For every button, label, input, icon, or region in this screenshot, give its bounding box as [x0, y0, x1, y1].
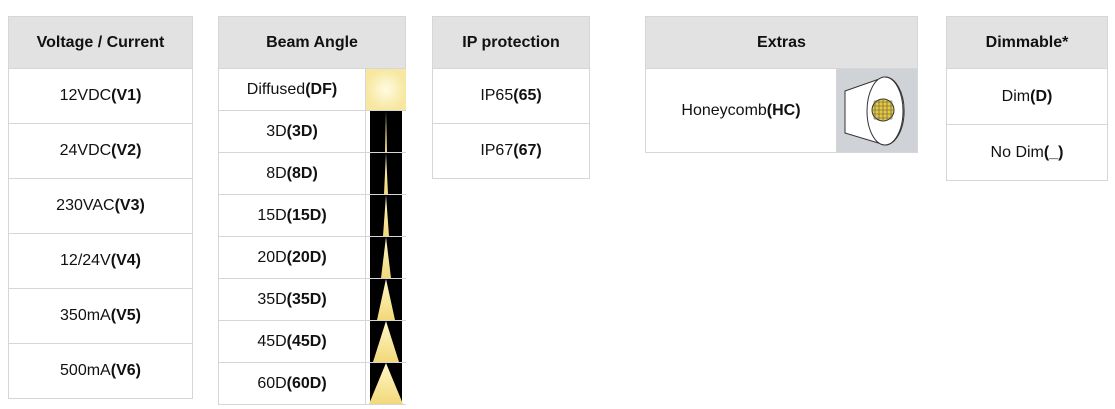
beam-icon — [366, 153, 406, 195]
option-code: (20D) — [286, 248, 327, 266]
option-code: (65) — [513, 87, 542, 104]
option-label: 35D — [257, 290, 287, 308]
option-cell: Dim (D) — [946, 69, 1108, 125]
option-cell: Honeycomb (HC) — [645, 69, 837, 153]
option-label: Diffused — [246, 80, 306, 98]
beam-icon — [366, 111, 406, 153]
option-cell: IP67 (67) — [432, 124, 590, 179]
option-cell: 3D (3D) — [218, 111, 366, 153]
beam-icon — [366, 69, 406, 111]
option-cell: 12/24V (V4) — [8, 234, 193, 289]
option-label: 12/24V — [60, 252, 111, 269]
beam-icon — [366, 321, 406, 363]
option-code: (DF) — [305, 80, 338, 98]
option-label: 45D — [257, 332, 287, 350]
option-cell: No Dim (_) — [946, 125, 1108, 181]
option-label: Dim — [1001, 87, 1031, 105]
option-label: No Dim — [990, 143, 1044, 161]
option-cell: 45D (45D) — [218, 321, 366, 363]
option-cell: Diffused (DF) — [218, 69, 366, 111]
option-code: (8D) — [286, 164, 318, 182]
option-cell: 24VDC (V2) — [8, 124, 193, 179]
option-label: IP65 — [480, 87, 514, 104]
option-label: 24VDC — [59, 142, 112, 159]
option-cell: 15D (15D) — [218, 195, 366, 237]
option-cell: 350mA (V5) — [8, 289, 193, 344]
option-code: (V3) — [114, 197, 145, 214]
option-label: IP67 — [480, 142, 514, 159]
option-code: (V6) — [110, 362, 141, 379]
option-label: 20D — [257, 248, 287, 266]
option-label: 350mA — [60, 307, 111, 324]
option-code: (3D) — [286, 122, 318, 140]
beam-icon — [366, 195, 406, 237]
beam-icon — [366, 363, 406, 405]
option-label: Honeycomb — [681, 101, 767, 119]
option-label: 12VDC — [59, 87, 112, 104]
option-code: (35D) — [286, 290, 327, 308]
option-code: (15D) — [286, 206, 327, 224]
table-header: Voltage / Current — [8, 16, 193, 69]
beam-icon — [366, 279, 406, 321]
option-label: 3D — [266, 122, 287, 140]
honeycomb-image — [837, 69, 918, 153]
option-code: (60D) — [286, 374, 327, 392]
option-cell: IP65 (65) — [432, 69, 590, 124]
option-code: (67) — [513, 142, 542, 159]
table-header: IP protection — [432, 16, 590, 69]
option-label: 8D — [266, 164, 287, 182]
option-code: (V2) — [111, 142, 142, 159]
option-cell: 230VAC (V3) — [8, 179, 193, 234]
table-header: Dimmable* — [946, 16, 1108, 69]
option-cell: 8D (8D) — [218, 153, 366, 195]
option-code: (V5) — [110, 307, 141, 324]
option-code: (45D) — [286, 332, 327, 350]
option-label: 500mA — [60, 362, 111, 379]
option-code: (V1) — [111, 87, 142, 104]
option-cell: 12VDC (V1) — [8, 69, 193, 124]
option-cell: 500mA (V6) — [8, 344, 193, 399]
option-code: (D) — [1030, 87, 1053, 105]
option-cell: 35D (35D) — [218, 279, 366, 321]
option-cell: 20D (20D) — [218, 237, 366, 279]
beam-icon — [366, 237, 406, 279]
option-code: (V4) — [110, 252, 141, 269]
table-header: Extras — [645, 16, 918, 69]
option-label: 230VAC — [56, 197, 115, 214]
table-header: Beam Angle — [218, 16, 406, 69]
option-code: (HC) — [766, 101, 801, 119]
option-label: 60D — [257, 374, 287, 392]
option-cell: 60D (60D) — [218, 363, 366, 405]
option-label: 15D — [257, 206, 287, 224]
option-code: (_) — [1043, 143, 1064, 161]
